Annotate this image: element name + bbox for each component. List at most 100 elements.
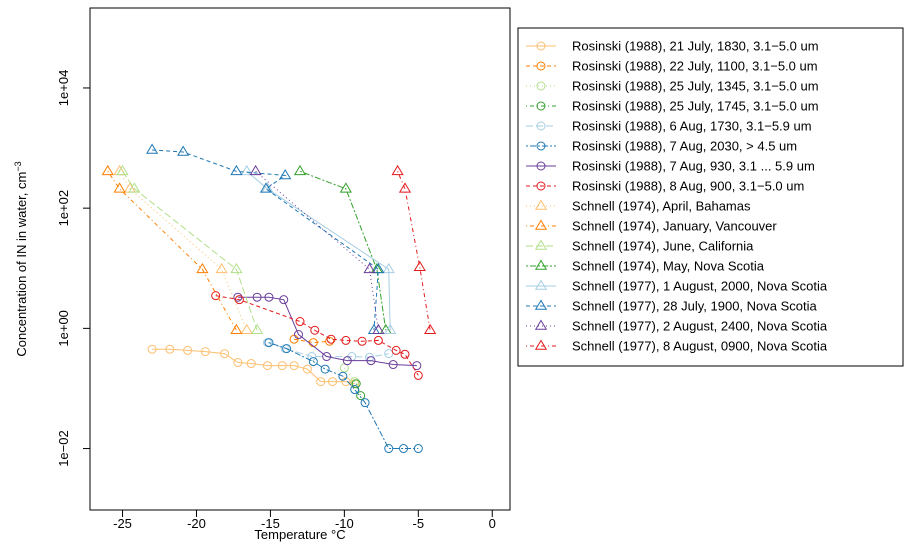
data-point xyxy=(240,164,253,176)
legend-label: Schnell (1977), 8 August, 0900, Nova Sco… xyxy=(572,339,828,354)
data-point xyxy=(233,358,243,368)
x-tick-label: -25 xyxy=(113,516,132,531)
y-tick-label: 1e+04 xyxy=(56,70,71,107)
data-point xyxy=(342,356,352,366)
data-point xyxy=(294,330,304,340)
data-point xyxy=(339,182,352,193)
legend-label: Schnell (1974), May, Nova Scotia xyxy=(572,259,765,274)
data-point xyxy=(357,336,367,346)
data-point xyxy=(302,364,312,374)
data-point xyxy=(230,164,243,176)
x-tick-label: -10 xyxy=(335,516,354,531)
data-point xyxy=(328,377,338,387)
x-tick-label: -15 xyxy=(261,516,280,531)
data-point xyxy=(249,164,262,176)
data-point xyxy=(338,371,348,381)
data-point xyxy=(413,444,423,454)
series-line xyxy=(122,171,258,331)
series-line xyxy=(299,170,387,331)
legend-marker xyxy=(536,181,546,191)
data-point xyxy=(233,292,243,302)
data-point xyxy=(295,317,305,327)
data-point xyxy=(183,345,193,355)
data-point xyxy=(322,352,332,362)
data-point xyxy=(240,323,253,335)
data-point xyxy=(113,182,126,193)
data-point xyxy=(372,262,385,274)
data-point xyxy=(391,164,404,176)
data-point xyxy=(264,292,274,302)
data-point xyxy=(196,262,209,274)
legend-label: Rosinski (1988), 22 July, 1100, 3.1−5.0 … xyxy=(572,59,818,74)
legend-marker xyxy=(536,81,546,91)
plot-frame xyxy=(89,7,511,511)
data-point xyxy=(259,182,273,193)
data-point xyxy=(200,347,210,357)
legend-label: Rosinski (1988), 7 Aug, 2030, > 4.5 um xyxy=(572,139,797,154)
data-point xyxy=(230,323,243,335)
data-point xyxy=(307,352,317,362)
legend-label: Schnell (1977), 2 August, 2400, Nova Sco… xyxy=(572,319,828,334)
legend-label: Schnell (1974), January, Vancouver xyxy=(572,219,777,234)
y-tick-label: 1e−02 xyxy=(56,430,71,467)
legend-marker xyxy=(534,239,548,250)
data-point xyxy=(341,377,351,387)
series-line xyxy=(119,171,248,331)
legend-label: Schnell (1974), June, California xyxy=(572,239,754,254)
data-point xyxy=(384,323,397,335)
legend-marker xyxy=(534,339,548,350)
data-point xyxy=(384,444,394,454)
data-point xyxy=(252,292,262,302)
data-point xyxy=(282,344,292,354)
legend-label: Rosinski (1988), 7 Aug, 930, 3.1 ... 5.9… xyxy=(572,159,815,174)
data-point xyxy=(400,349,410,359)
data-point xyxy=(215,262,228,274)
data-point xyxy=(128,182,141,193)
data-point xyxy=(356,391,366,401)
legend-marker xyxy=(536,101,546,111)
data-point xyxy=(147,344,157,354)
data-point xyxy=(279,295,289,305)
data-point xyxy=(264,338,274,348)
data-point xyxy=(234,295,244,305)
y-axis-label-text: Concentration of IN in water, cm xyxy=(14,172,29,357)
data-point xyxy=(398,182,412,193)
legend-label: Schnell (1977), 28 July, 1900, Nova Scot… xyxy=(572,299,818,314)
x-tick-label: -20 xyxy=(187,516,206,531)
data-point xyxy=(230,262,243,274)
data-point xyxy=(316,377,326,387)
legend-label: Schnell (1977), 1 August, 2000, Nova Sco… xyxy=(572,279,828,294)
data-point xyxy=(262,361,272,371)
series-line xyxy=(246,170,391,331)
data-point xyxy=(363,262,376,274)
data-point xyxy=(116,164,129,176)
legend-marker xyxy=(536,41,546,51)
data-point xyxy=(350,385,360,395)
legend-frame xyxy=(517,27,904,367)
legend-label: Rosinski (1988), 25 July, 1345, 3.1−5.0 … xyxy=(572,79,819,94)
data-point xyxy=(277,361,287,371)
data-point xyxy=(388,360,398,370)
data-point xyxy=(211,291,221,301)
data-point xyxy=(413,370,423,380)
data-point xyxy=(382,262,395,274)
data-point xyxy=(146,143,159,154)
legend-marker xyxy=(534,279,548,290)
data-point xyxy=(101,164,114,176)
series-line xyxy=(293,338,330,344)
x-axis-label: Temperature °C xyxy=(254,527,345,542)
data-point xyxy=(399,444,409,454)
legend-label: Rosinski (1988), 6 Aug, 1730, 3.1−5.9 um xyxy=(572,119,812,134)
legend-label: Rosinski (1988), 8 Aug, 900, 3.1−5.0 um xyxy=(572,179,804,194)
data-point xyxy=(413,260,426,272)
legend-label: Rosinski (1988), 25 July, 1745, 3.1−5.0 … xyxy=(572,99,819,114)
data-point xyxy=(251,323,264,335)
data-point xyxy=(326,334,336,344)
series-line xyxy=(267,342,389,358)
data-point xyxy=(373,335,383,345)
legend-marker xyxy=(534,299,548,310)
legend-marker xyxy=(534,259,548,270)
data-point xyxy=(289,361,299,371)
data-point xyxy=(310,325,320,335)
